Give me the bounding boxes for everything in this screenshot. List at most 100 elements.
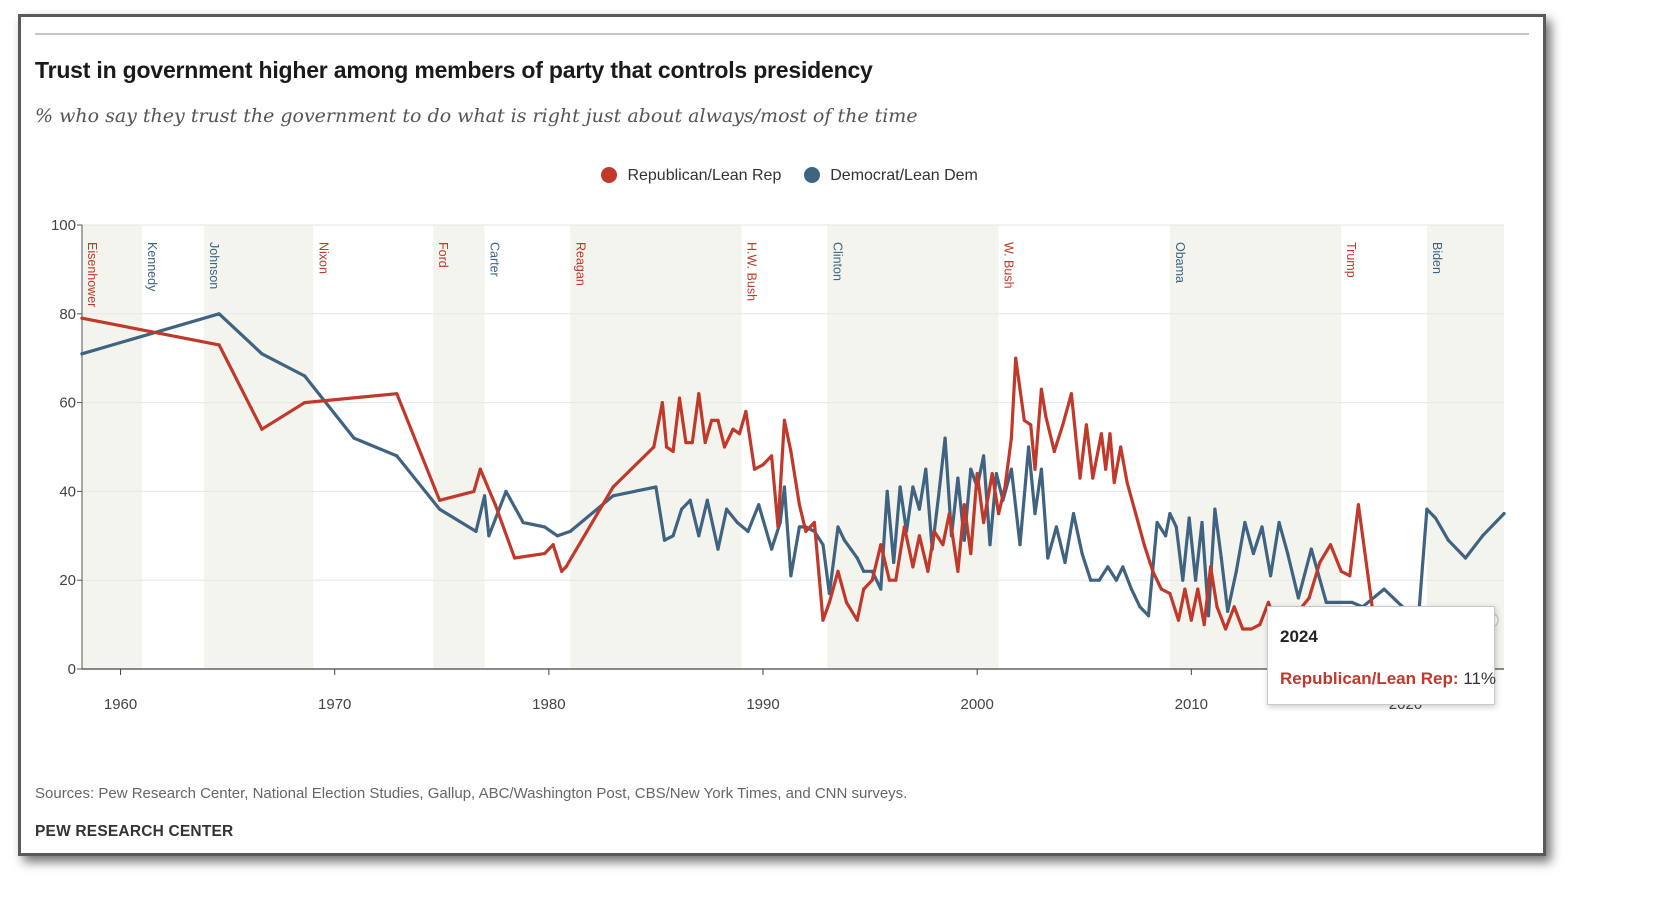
president-label: Reagan (573, 242, 587, 286)
legend-item-dem[interactable]: Democrat/Lean Dem (803, 167, 978, 185)
data-point-dem (1164, 534, 1168, 538)
data-point-dem (943, 436, 947, 440)
data-point-dem (705, 498, 709, 502)
data-point-dem (568, 529, 572, 533)
data-point-rep (1159, 587, 1163, 591)
data-point-rep (804, 529, 808, 533)
tooltip-series-label: Republican/Lean Rep (1280, 669, 1453, 688)
data-point-dem (1219, 556, 1223, 560)
data-point-rep (1039, 387, 1044, 391)
data-point-dem (1009, 467, 1014, 471)
data-point-dem (1129, 587, 1133, 591)
data-point-rep (1142, 543, 1146, 547)
data-point-dem (862, 569, 866, 573)
data-point-rep (1014, 356, 1018, 360)
data-point-dem (746, 529, 750, 533)
data-point-rep (1033, 467, 1037, 471)
data-point-rep (1084, 423, 1088, 427)
data-point-rep (1125, 480, 1129, 485)
data-point-dem (555, 534, 560, 538)
data-point-dem (1054, 525, 1059, 529)
data-point-rep (1009, 436, 1014, 440)
data-point-dem (924, 467, 928, 471)
data-point-rep (926, 569, 930, 573)
legend-dot-dem (803, 167, 820, 183)
data-point-rep (217, 343, 221, 347)
data-point-rep (1196, 587, 1200, 591)
source-note: Sources: Pew Research Center, National E… (35, 785, 908, 802)
presidency-band (570, 225, 742, 669)
tooltip-line: Republican/Lean Rep: 11% (1280, 669, 1497, 688)
data-point-dem (1382, 587, 1386, 591)
data-point-rep (611, 485, 615, 489)
data-point-rep (1232, 605, 1236, 609)
data-point-dem (911, 485, 915, 489)
data-point-rep (1044, 414, 1048, 418)
data-point-rep (782, 418, 787, 422)
data-point-rep (941, 543, 945, 547)
data-point-rep (789, 449, 793, 454)
chart-title: Trust in government higher among members… (35, 57, 873, 83)
data-point-dem (962, 538, 966, 542)
data-point-rep (1339, 569, 1343, 573)
president-label: Johnson (207, 242, 221, 289)
data-point-rep (947, 512, 951, 516)
data-point-rep (1078, 476, 1082, 480)
data-point-rep (671, 449, 675, 454)
data-point-dem (474, 529, 478, 533)
legend-item-rep[interactable]: Republican/Lean Rep (601, 167, 781, 185)
data-point-rep (493, 503, 497, 507)
data-point-dem (1234, 569, 1238, 573)
data-point-dem (483, 494, 487, 498)
data-point-rep (716, 418, 720, 422)
data-point-dem (1039, 467, 1044, 471)
president-label: Kennedy (145, 242, 159, 292)
data-point-rep (975, 472, 979, 476)
data-point-dem (1286, 551, 1290, 556)
data-point-rep (969, 551, 973, 556)
data-point-rep (1134, 512, 1138, 516)
data-point-rep (1119, 445, 1123, 449)
data-point-dem (1121, 565, 1125, 569)
data-point-dem (1138, 605, 1142, 609)
data-point-rep (855, 618, 859, 622)
president-label: Trump (1344, 242, 1358, 278)
data-point-rep (472, 489, 476, 493)
data-point-dem (303, 374, 307, 378)
data-point-dem (352, 436, 356, 440)
president-label: W. Bush (1002, 242, 1016, 289)
data-point-dem (1106, 565, 1110, 569)
data-point-rep (827, 600, 832, 605)
data-point-dem (1046, 556, 1050, 560)
data-point-rep (990, 472, 994, 476)
presidency-band (827, 225, 999, 669)
x-tick-label: 1960 (104, 696, 137, 713)
legend: Republican/Lean Rep Democrat/Lean Dem (601, 167, 996, 185)
data-point-dem (1277, 520, 1281, 525)
data-point-rep (1091, 476, 1095, 480)
data-point-dem (821, 543, 825, 547)
data-point-rep (1052, 449, 1056, 454)
data-point-dem (1206, 614, 1211, 618)
data-point-rep (1099, 432, 1103, 436)
data-point-rep (1241, 627, 1245, 631)
x-tick-label: 2010 (1175, 696, 1208, 713)
data-point-rep (1022, 418, 1026, 422)
line-chart[interactable]: 0204060801001960197019801990200020102020… (21, 17, 1543, 777)
data-point-rep (1108, 432, 1112, 436)
data-point-dem (1339, 600, 1343, 605)
data-point-dem (969, 467, 973, 471)
data-point-dem (1296, 596, 1301, 600)
data-point-dem (1018, 543, 1022, 547)
data-point-dem (789, 574, 793, 578)
data-point-rep (1176, 618, 1181, 622)
data-point-rep (1328, 543, 1333, 547)
series-line-rep (80, 316, 1493, 631)
data-point-rep (690, 440, 694, 445)
data-point-dem (981, 454, 986, 458)
data-point-rep (551, 543, 555, 547)
top-rule (35, 33, 1529, 35)
data-point-dem (438, 507, 442, 511)
data-point-rep (260, 427, 264, 431)
data-point-dem (994, 472, 999, 476)
